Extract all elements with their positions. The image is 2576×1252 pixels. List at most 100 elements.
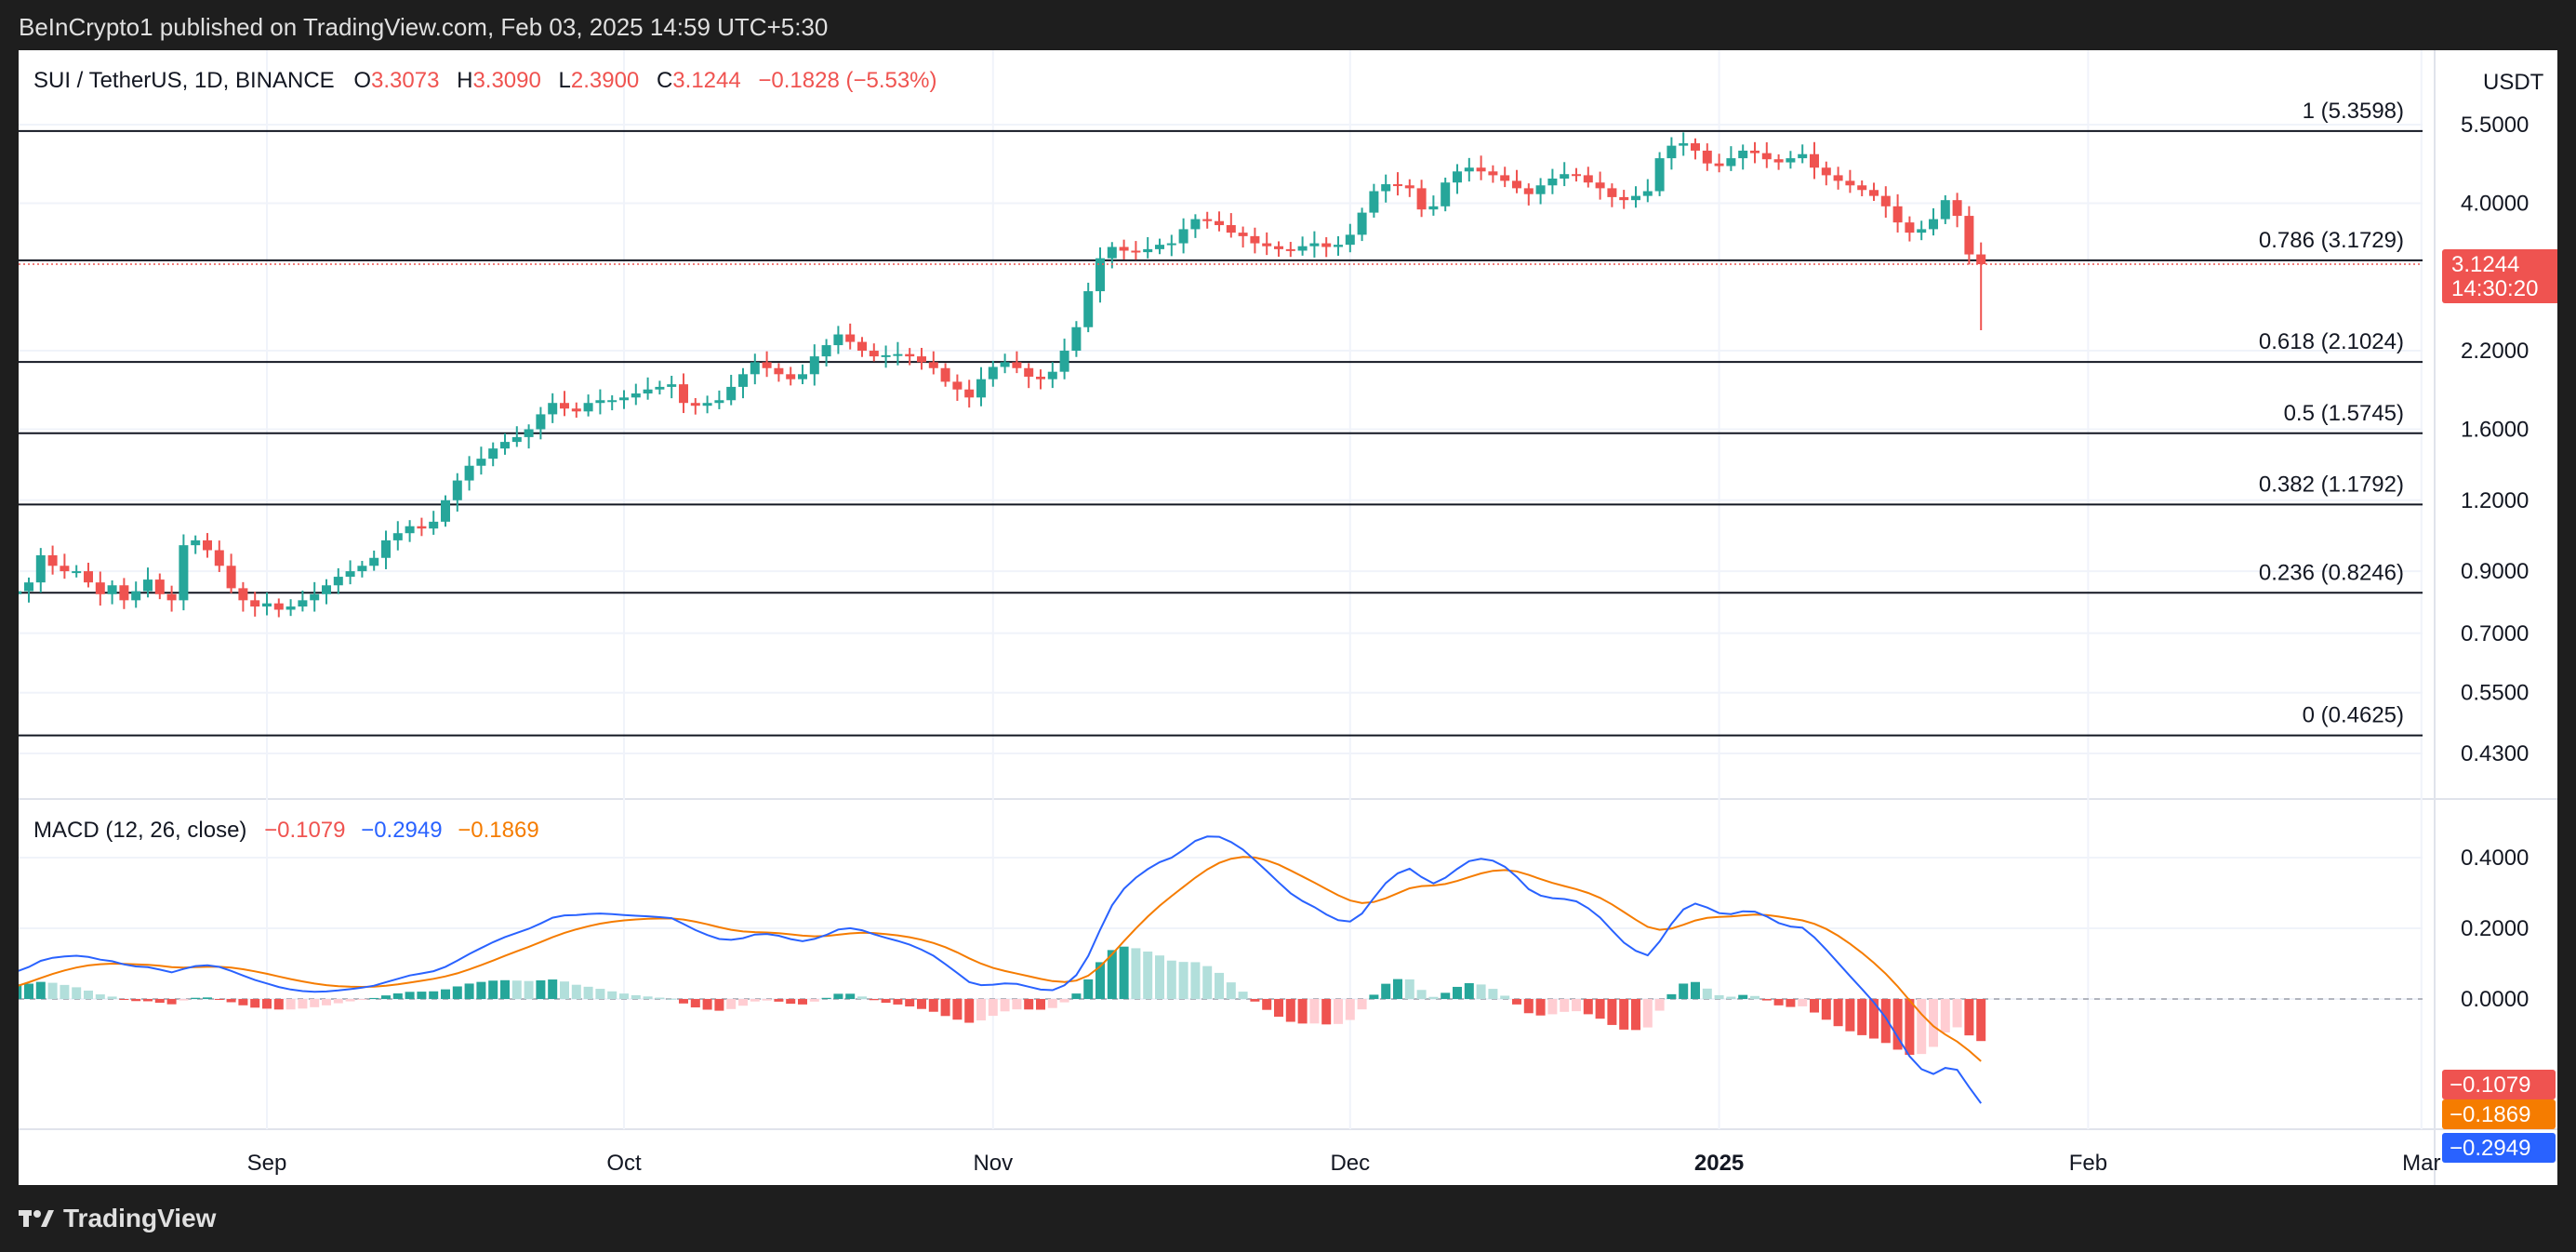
macd-histogram-bar xyxy=(1393,979,1402,999)
candle-body xyxy=(1119,246,1129,251)
candle-body xyxy=(821,345,831,357)
candle-body xyxy=(833,334,843,346)
candle-body xyxy=(1810,153,1819,168)
candle-body xyxy=(1215,220,1224,226)
candle-body xyxy=(1595,182,1605,189)
candle-body xyxy=(1833,175,1843,181)
macd-histogram-bar xyxy=(679,999,688,1004)
candle-body xyxy=(881,354,891,357)
candle-body xyxy=(774,367,784,375)
macd-histogram-bar xyxy=(524,980,534,999)
candle-body xyxy=(679,384,688,404)
macd-histogram-bar xyxy=(1512,999,1521,1005)
macd-histogram-bar xyxy=(511,980,522,999)
macd-y-tick-label: 0.0000 xyxy=(2461,987,2529,1012)
macd-histogram-bar xyxy=(119,999,129,1000)
candle-body xyxy=(1631,195,1640,201)
macd-histogram-bar xyxy=(631,994,641,999)
macd-histogram-bar xyxy=(322,999,331,1006)
candle-body xyxy=(452,480,462,500)
candle-body xyxy=(1238,233,1248,236)
y-tick-label: 0.5500 xyxy=(2461,681,2529,706)
candle-body xyxy=(166,593,177,601)
candle-body xyxy=(381,539,391,558)
candle-body xyxy=(226,566,236,589)
macd-histogram-bar xyxy=(619,993,629,999)
candle-body xyxy=(1309,243,1320,246)
macd-histogram-bar xyxy=(285,999,296,1010)
candle-body xyxy=(1393,184,1402,187)
candle-body xyxy=(1357,212,1367,235)
candle-body xyxy=(488,448,498,460)
candle-body xyxy=(643,389,653,393)
macd-histogram-bar xyxy=(1036,999,1045,1010)
macd-histogram-bar xyxy=(441,989,450,999)
candle-body xyxy=(738,374,748,387)
candle-body xyxy=(905,353,915,357)
macd-histogram-bar xyxy=(1572,999,1581,1012)
candle-body xyxy=(1345,234,1355,246)
macd-histogram-bar xyxy=(238,999,248,1006)
macd-legend[interactable]: MACD (12, 26, close) −0.1079 −0.2949 −0.… xyxy=(33,818,539,843)
macd-histogram-bar xyxy=(1738,994,1748,999)
macd-histogram-bar xyxy=(1750,995,1759,999)
candle-body xyxy=(47,554,58,566)
fib-retracement[interactable]: 1 (5.3598) 0.786 (3.1729) 0.618 (2.1024) 0.… xyxy=(19,99,2423,737)
macd-histogram-bar xyxy=(262,999,272,1009)
candle-body xyxy=(1500,175,1510,181)
signal-line xyxy=(0,856,1982,1062)
macd-histogram-bar xyxy=(1857,999,1867,1035)
macd-histogram-bar xyxy=(1226,982,1236,999)
candle-body xyxy=(548,403,558,415)
macd-value-label: −0.2949 xyxy=(2450,1136,2530,1161)
tradingview-footer: TradingView xyxy=(19,1204,216,1233)
candle-body xyxy=(1202,219,1213,221)
macd-histogram-bar xyxy=(1940,999,1950,1032)
macd-histogram-bar xyxy=(821,997,831,999)
candle-body xyxy=(392,533,403,540)
candle-body xyxy=(143,579,153,592)
macd-histogram-bar xyxy=(392,992,403,999)
candle-body xyxy=(714,400,724,404)
macd-histogram-bar xyxy=(1083,979,1094,999)
chart-svg[interactable]: 1 (5.3598) 0.786 (3.1729) 0.618 (2.1024) 0.… xyxy=(0,50,2563,1185)
macd-histogram-bar xyxy=(488,980,498,999)
x-tick-label: Nov xyxy=(973,1151,1013,1176)
macd-line xyxy=(0,835,1983,1104)
candle-body xyxy=(333,577,343,586)
candle-body xyxy=(417,526,427,529)
candle-body xyxy=(1642,191,1653,196)
candle-body xyxy=(1786,158,1796,163)
candle-body xyxy=(119,585,129,601)
macd-histogram-bar xyxy=(226,999,236,1003)
candle-body xyxy=(1750,150,1759,153)
candle-body xyxy=(357,566,367,572)
macd-histogram-bar xyxy=(24,983,33,999)
candle-body xyxy=(1976,254,1986,264)
macd-histogram-bar xyxy=(1345,999,1355,1020)
macd-histogram-bar xyxy=(738,999,748,1006)
candle-body xyxy=(595,400,605,404)
candle-body xyxy=(511,436,522,443)
macd-histogram-bar xyxy=(203,997,212,999)
candle-body xyxy=(1798,153,1808,159)
currency-label[interactable]: USDT xyxy=(2483,70,2544,95)
candle-body xyxy=(1155,245,1164,249)
candle-body xyxy=(1321,243,1332,247)
macd-histogram-bar xyxy=(1321,999,1332,1025)
macd-histogram-bar xyxy=(214,999,224,1000)
macd-histogram-bar xyxy=(1773,999,1784,1006)
macd-histogram-bar xyxy=(917,999,926,1009)
macd-histogram-bar xyxy=(809,999,819,1002)
macd-histogram-bar xyxy=(1821,999,1831,1020)
candle-body xyxy=(1512,180,1521,189)
symbol-legend[interactable]: SUI / TetherUS, 1D, BINANCE O3.3073 H3.3… xyxy=(33,68,937,93)
macd-histogram-bar xyxy=(1107,950,1117,999)
fib-level-label: 0 (0.4625) xyxy=(2303,703,2404,728)
candle-body xyxy=(1404,185,1414,189)
macd-histogram-bar xyxy=(345,999,355,1002)
macd-histogram-bar xyxy=(1691,981,1700,999)
macd-histogram-bar xyxy=(166,999,177,1005)
candle-body xyxy=(214,550,224,566)
candle-body xyxy=(928,362,938,368)
